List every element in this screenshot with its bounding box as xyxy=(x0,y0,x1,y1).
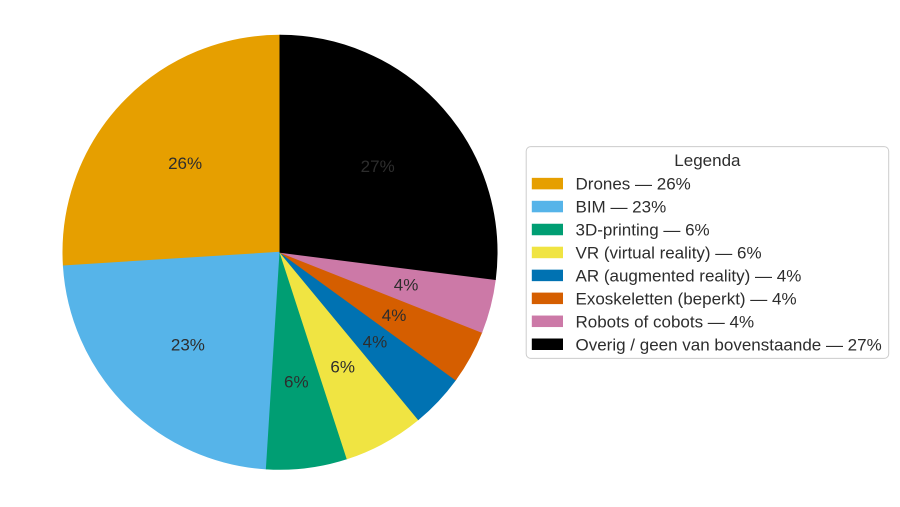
svg-text:Exoskeletten (beperkt) — 4%: Exoskeletten (beperkt) — 4% xyxy=(576,289,797,308)
svg-text:6%: 6% xyxy=(330,357,355,376)
svg-text:6%: 6% xyxy=(284,373,309,392)
svg-text:Overig / geen van bovenstaande: Overig / geen van bovenstaande — 27% xyxy=(576,335,882,354)
svg-text:VR (virtual reality) — 6%: VR (virtual reality) — 6% xyxy=(576,244,762,263)
svg-text:BIM — 23%: BIM — 23% xyxy=(576,198,667,217)
svg-text:4%: 4% xyxy=(394,276,419,295)
svg-text:Legenda: Legenda xyxy=(674,151,741,170)
svg-text:Drones — 26%: Drones — 26% xyxy=(576,175,691,194)
svg-text:4%: 4% xyxy=(363,332,388,351)
svg-text:23%: 23% xyxy=(171,335,205,354)
svg-text:4%: 4% xyxy=(382,306,407,325)
svg-text:AR (augmented reality) — 4%: AR (augmented reality) — 4% xyxy=(576,266,802,285)
svg-text:26%: 26% xyxy=(168,154,202,173)
svg-text:Robots of cobots — 4%: Robots of cobots — 4% xyxy=(576,312,755,331)
svg-text:3D-printing — 6%: 3D-printing — 6% xyxy=(576,221,710,240)
svg-text:27%: 27% xyxy=(361,157,395,176)
